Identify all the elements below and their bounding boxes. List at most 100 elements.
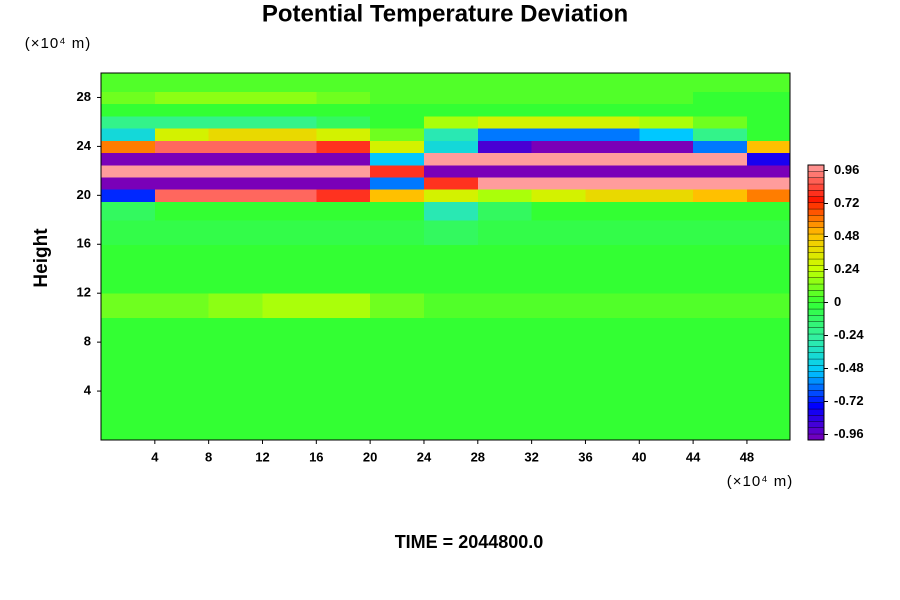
heatmap-cell bbox=[423, 244, 479, 270]
heatmap-cell bbox=[477, 244, 533, 270]
heatmap-cell bbox=[746, 73, 791, 92]
heatmap-cell bbox=[693, 201, 748, 221]
heatmap-cell bbox=[316, 201, 371, 221]
colorbar-step bbox=[807, 189, 825, 197]
heatmap-cell bbox=[154, 176, 210, 190]
heatmap-cell bbox=[531, 268, 586, 294]
heatmap-cell bbox=[101, 219, 156, 245]
heatmap-cell bbox=[639, 244, 694, 270]
heatmap-cell bbox=[154, 140, 210, 154]
heatmap-cell bbox=[370, 164, 425, 178]
heatmap-cell bbox=[531, 293, 586, 319]
heatmap-cell bbox=[746, 268, 791, 294]
y-tick-label: 20 bbox=[77, 187, 91, 202]
colorbar-step bbox=[807, 377, 825, 385]
heatmap-cell bbox=[101, 391, 156, 417]
heatmap-cell bbox=[585, 140, 640, 154]
heatmap-cell bbox=[531, 164, 586, 178]
y-unit: (×10⁴ m) bbox=[25, 35, 92, 52]
heatmap-cell bbox=[208, 342, 263, 368]
heatmap-cell bbox=[746, 91, 791, 105]
heatmap-cell bbox=[101, 415, 156, 441]
colorbar-tick-label: 0 bbox=[834, 294, 841, 309]
heatmap-cell bbox=[316, 164, 371, 178]
colorbar-step bbox=[807, 277, 825, 285]
heatmap-cell bbox=[746, 152, 791, 166]
colorbar-step bbox=[807, 389, 825, 397]
heatmap-cell bbox=[208, 176, 263, 190]
heatmap-cell bbox=[693, 140, 748, 154]
heatmap-cell bbox=[585, 317, 640, 343]
heatmap-cell bbox=[693, 176, 748, 190]
colorbar-step bbox=[807, 296, 825, 304]
heatmap-cell bbox=[585, 201, 640, 221]
heatmap-cell bbox=[101, 128, 156, 141]
heatmap-cell bbox=[477, 219, 533, 245]
heatmap-cell bbox=[262, 219, 317, 245]
x-unit: (×10⁴ m) bbox=[727, 473, 794, 490]
heatmap-cell bbox=[585, 164, 640, 178]
heatmap-cell bbox=[585, 176, 640, 190]
heatmap-cell bbox=[477, 128, 533, 141]
heatmap-cell bbox=[316, 219, 371, 245]
heatmap-cell bbox=[208, 317, 263, 343]
heatmap-cell bbox=[477, 152, 533, 166]
colorbar-step bbox=[807, 283, 825, 291]
colorbar-step bbox=[807, 302, 825, 310]
heatmap-cell bbox=[639, 164, 694, 178]
heatmap-cell bbox=[208, 219, 263, 245]
heatmap-cell bbox=[477, 415, 533, 441]
heatmap-cell bbox=[693, 103, 748, 117]
heatmap-cell bbox=[316, 140, 371, 154]
heatmap-cell bbox=[746, 140, 791, 154]
heatmap-cell bbox=[370, 342, 425, 368]
heatmap-cell bbox=[477, 268, 533, 294]
heatmap-cell bbox=[154, 103, 210, 117]
heatmap-cell bbox=[531, 391, 586, 417]
heatmap-cell bbox=[639, 103, 694, 117]
heatmap-cell bbox=[101, 115, 156, 129]
heatmap-cell bbox=[746, 342, 791, 368]
heatmap-cell bbox=[208, 244, 263, 270]
heatmap-cell bbox=[262, 293, 317, 319]
heatmap-cell bbox=[746, 103, 791, 117]
heatmap-cell bbox=[208, 164, 263, 178]
heatmap-cell bbox=[262, 176, 317, 190]
heatmap-cell bbox=[746, 415, 791, 441]
heatmap-cell bbox=[639, 91, 694, 105]
heatmap-cell bbox=[101, 91, 156, 105]
heatmap-cell bbox=[585, 391, 640, 417]
x-tick-label: 44 bbox=[686, 449, 701, 464]
heatmap-cell bbox=[208, 201, 263, 221]
heatmap-cell bbox=[477, 189, 533, 202]
heatmap-cell bbox=[746, 115, 791, 129]
colorbar-tick-label: 0.72 bbox=[834, 195, 859, 210]
y-tick-label: 28 bbox=[77, 89, 91, 104]
heatmap-cell bbox=[531, 115, 586, 129]
colorbar-tick-label: -0.48 bbox=[834, 360, 864, 375]
x-tick-label: 4 bbox=[151, 449, 159, 464]
heatmap-cell bbox=[316, 317, 371, 343]
heatmap-cell bbox=[423, 415, 479, 441]
heatmap-cell bbox=[585, 189, 640, 202]
heatmap-cell bbox=[693, 73, 748, 92]
heatmap-cell bbox=[585, 115, 640, 129]
heatmap-cell bbox=[639, 268, 694, 294]
heatmap-cell bbox=[585, 342, 640, 368]
y-tick-label: 24 bbox=[77, 138, 92, 153]
x-tick-label: 32 bbox=[524, 449, 538, 464]
heatmap-cell bbox=[531, 317, 586, 343]
heatmap-cell bbox=[370, 140, 425, 154]
heatmap-cell bbox=[208, 128, 263, 141]
heatmap-cell bbox=[154, 152, 210, 166]
heatmap-cell bbox=[208, 293, 263, 319]
heatmap-cell bbox=[262, 73, 317, 92]
heatmap-cell bbox=[477, 342, 533, 368]
heatmap-cell bbox=[262, 140, 317, 154]
heatmap-cell bbox=[585, 219, 640, 245]
colorbar-step bbox=[807, 339, 825, 347]
heatmap-cell bbox=[370, 244, 425, 270]
heatmap-cell bbox=[316, 244, 371, 270]
colorbar-step bbox=[807, 177, 825, 185]
colorbar-step bbox=[807, 414, 825, 422]
